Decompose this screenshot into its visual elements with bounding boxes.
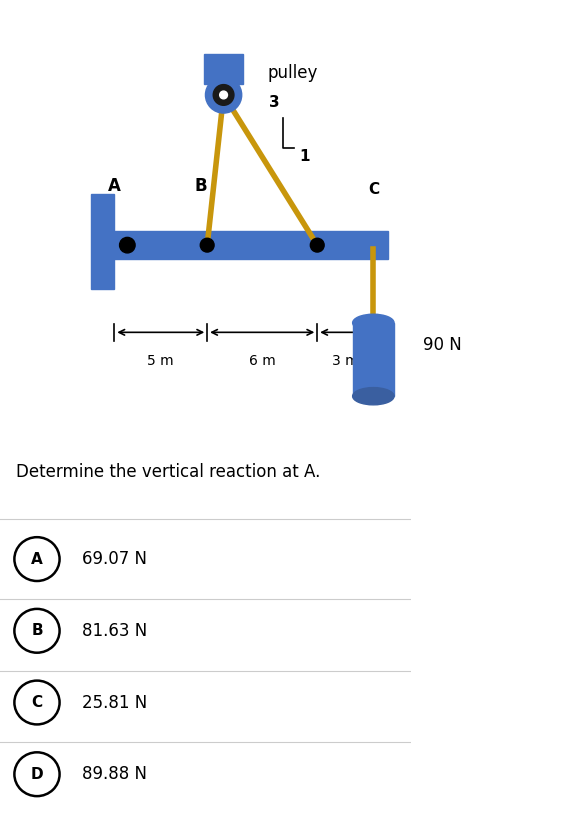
Text: B: B — [194, 177, 207, 194]
Circle shape — [311, 238, 324, 252]
Ellipse shape — [353, 315, 394, 331]
Text: D: D — [205, 65, 218, 82]
Text: 69.07 N: 69.07 N — [82, 550, 147, 568]
Text: D: D — [31, 767, 43, 782]
Circle shape — [120, 237, 135, 253]
Circle shape — [220, 91, 228, 99]
Bar — [204, 54, 243, 84]
Text: C: C — [32, 695, 42, 710]
Text: 81.63 N: 81.63 N — [82, 622, 147, 640]
Text: B: B — [31, 623, 43, 638]
Bar — [90, 194, 114, 289]
Text: 1: 1 — [299, 149, 309, 164]
Text: pulley: pulley — [268, 65, 318, 82]
Circle shape — [213, 85, 234, 105]
Text: 3 m: 3 m — [332, 354, 359, 368]
Bar — [114, 231, 389, 259]
Text: 25.81 N: 25.81 N — [82, 694, 147, 711]
Text: 89.88 N: 89.88 N — [82, 765, 147, 784]
Text: 6 m: 6 m — [249, 354, 275, 368]
Text: 90 N: 90 N — [423, 336, 462, 354]
Text: 5 m: 5 m — [147, 354, 174, 368]
Bar — [353, 323, 394, 396]
Circle shape — [200, 238, 214, 252]
Text: Determine the vertical reaction at A.: Determine the vertical reaction at A. — [16, 463, 321, 481]
Text: 3: 3 — [269, 95, 280, 110]
Text: C: C — [368, 183, 379, 198]
Circle shape — [205, 77, 242, 113]
Text: A: A — [108, 177, 121, 194]
Text: A: A — [31, 552, 43, 567]
Ellipse shape — [353, 388, 394, 405]
